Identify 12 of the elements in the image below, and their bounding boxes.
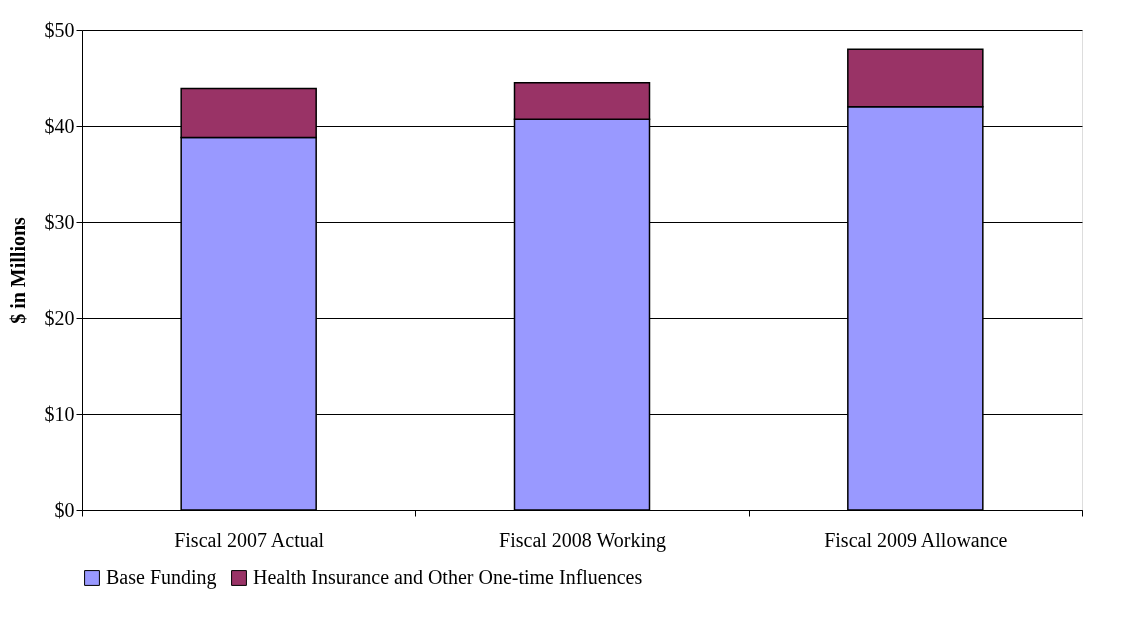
y-tick-label: $50 (44, 18, 75, 41)
y-tick-label: $10 (44, 402, 75, 425)
x-tick-label: Fiscal 2007 Actual (174, 528, 325, 551)
legend-label: Base Funding (106, 566, 217, 589)
y-tick-label: $20 (44, 306, 75, 329)
y-tick-label: $0 (54, 498, 75, 521)
y-tick-label: $40 (44, 114, 75, 137)
legend-label: Health Insurance and Other One-time Influences (253, 566, 643, 588)
x-tick-label: Fiscal 2009 Allowance (824, 528, 1008, 551)
y-tick-label: $30 (44, 210, 75, 233)
y-axis-title: $ in Millions (6, 216, 29, 324)
x-tick-label: Fiscal 2008 Working (499, 528, 666, 552)
